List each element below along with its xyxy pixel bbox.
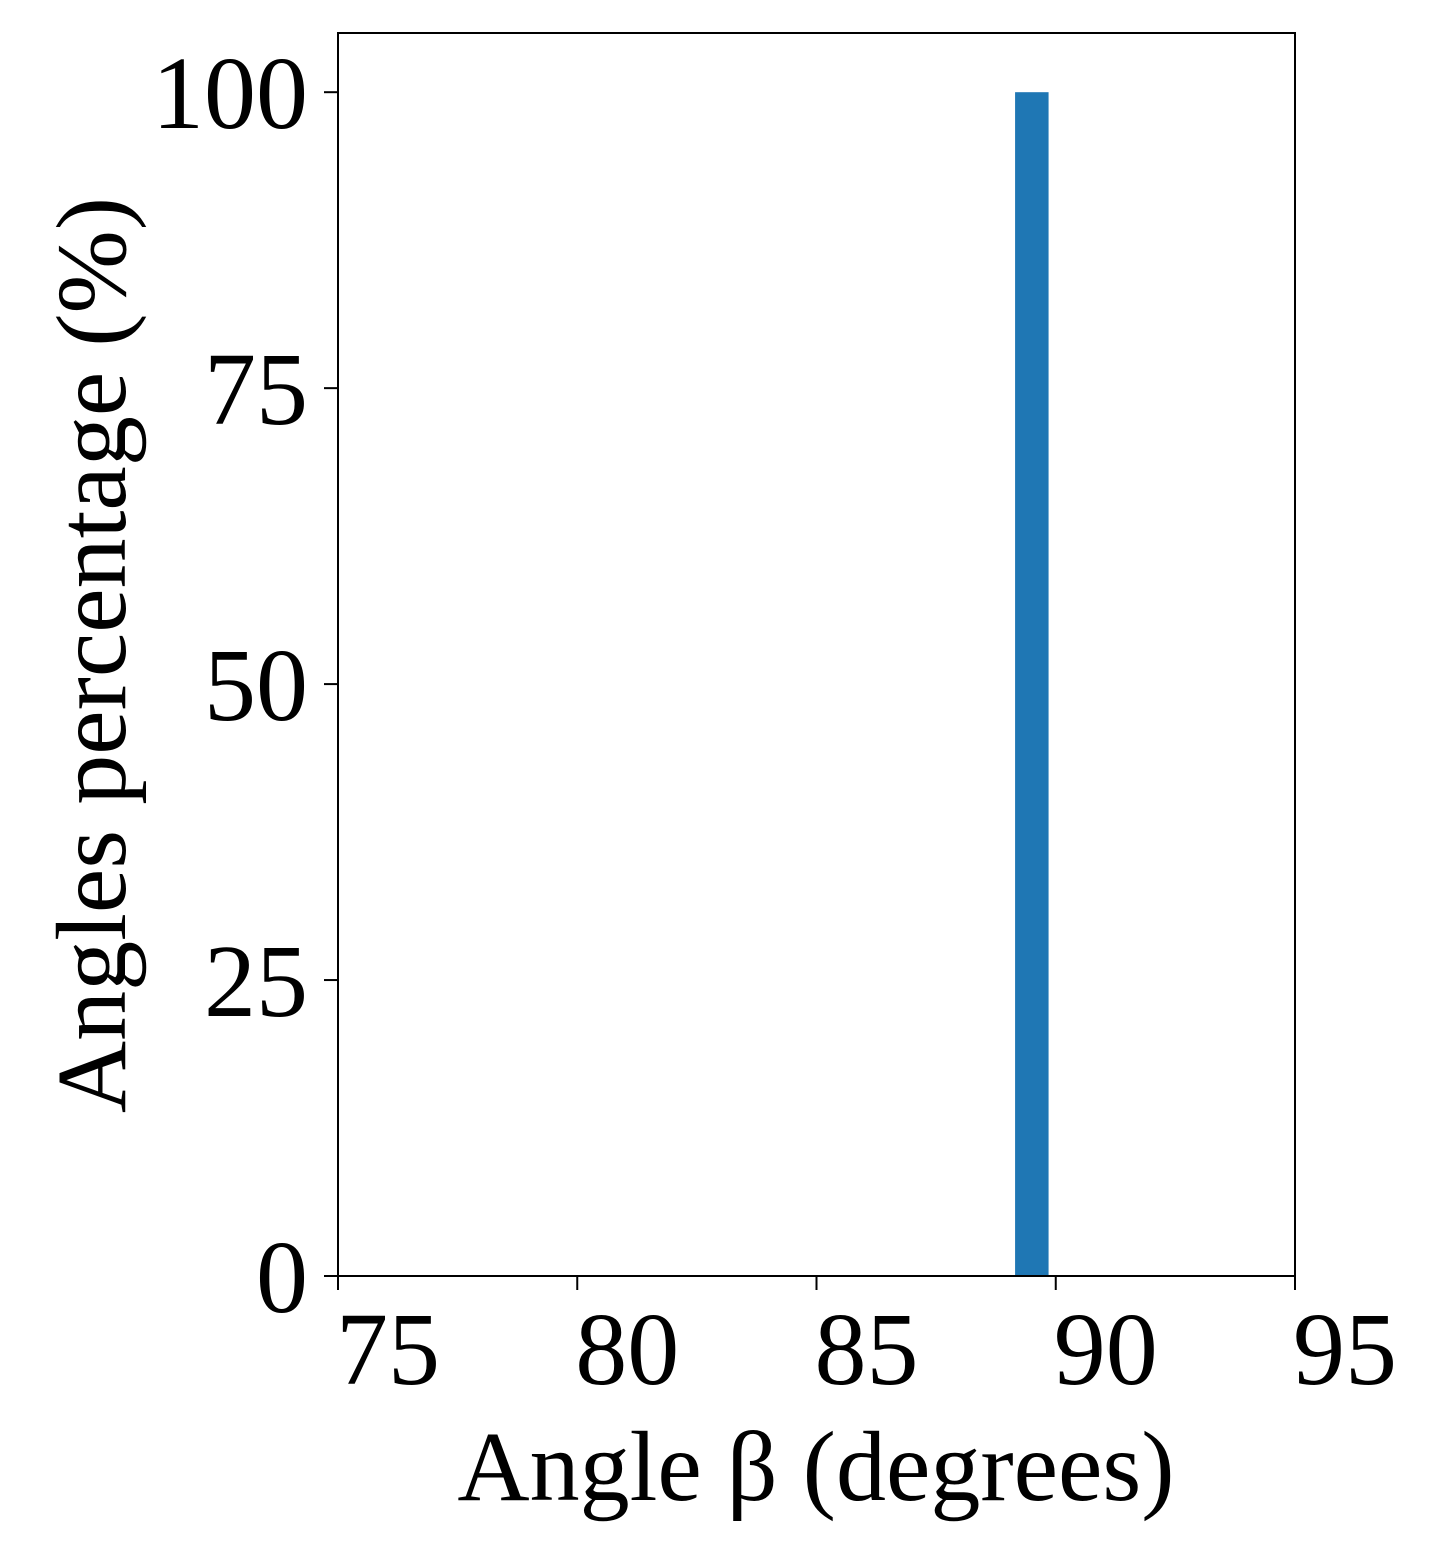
bar — [1015, 92, 1049, 1277]
x-tick-label: 95 — [1293, 1292, 1397, 1407]
x-tick-label: 80 — [575, 1292, 679, 1407]
x-tick-label: 90 — [1054, 1292, 1158, 1407]
y-tick-label: 100 — [152, 36, 308, 151]
plot-frame — [337, 32, 1296, 1277]
y-tick-label: 0 — [256, 1220, 308, 1335]
y-axis-label: Angles percentage (%) — [36, 197, 147, 1113]
x-tick-label: 85 — [815, 1292, 919, 1407]
y-tick-label: 75 — [204, 332, 308, 447]
x-tick-label: 75 — [336, 1292, 440, 1407]
x-axis-label: Angle β (degrees) — [457, 1411, 1174, 1522]
y-tick-label: 50 — [204, 628, 308, 743]
y-tick-label: 25 — [204, 924, 308, 1039]
